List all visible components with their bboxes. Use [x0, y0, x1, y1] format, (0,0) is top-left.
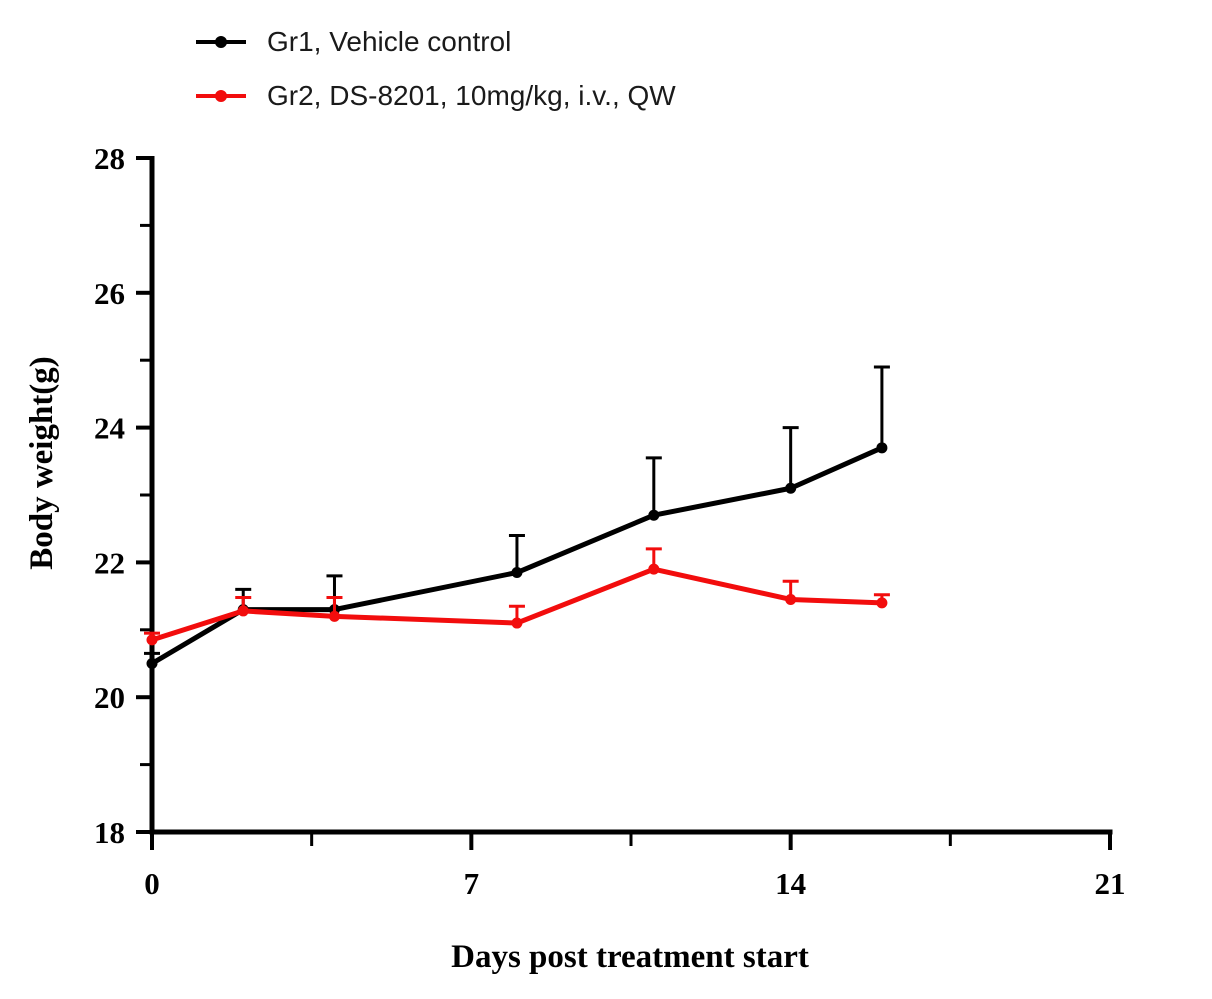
- x-axis-title: Days post treatment start: [451, 939, 809, 975]
- y-tick-label: 26: [94, 276, 125, 311]
- data-point-marker: [648, 563, 660, 575]
- gr2-line-marker-icon: [196, 90, 246, 102]
- legend: Gr1, Vehicle control Gr2, DS-8201, 10mg/…: [195, 24, 676, 132]
- y-tick-label: 20: [94, 680, 125, 715]
- y-axis-title: Body weight(g): [24, 356, 60, 570]
- data-point-marker: [146, 634, 158, 646]
- data-point-marker: [876, 442, 888, 454]
- x-tick-label: 14: [775, 866, 806, 901]
- legend-item-gr2: Gr2, DS-8201, 10mg/kg, i.v., QW: [195, 78, 676, 114]
- y-tick-label: 24: [94, 411, 125, 446]
- data-point-marker: [785, 482, 797, 494]
- data-point-marker: [785, 593, 797, 605]
- gr1-line-marker-icon: [196, 36, 246, 48]
- data-point-marker: [511, 567, 523, 579]
- x-tick-label: 7: [464, 866, 480, 901]
- y-tick-label: 22: [94, 545, 125, 580]
- y-tick-label: 28: [94, 141, 125, 176]
- data-point-marker: [328, 610, 340, 622]
- x-tick-label: 0: [144, 866, 160, 901]
- data-point-marker: [511, 617, 523, 629]
- series-line-2: [149, 566, 885, 643]
- x-tick-label: 21: [1095, 866, 1126, 901]
- data-point-marker: [146, 658, 158, 669]
- data-point-marker: [237, 605, 249, 617]
- data-point-marker: [648, 509, 660, 521]
- y-tick-label: 18: [94, 815, 125, 850]
- legend-label-gr2: Gr2, DS-8201, 10mg/kg, i.v., QW: [267, 80, 676, 111]
- legend-label-gr1: Gr1, Vehicle control: [267, 26, 512, 57]
- data-point-marker: [876, 597, 888, 609]
- legend-item-gr1: Gr1, Vehicle control: [195, 24, 676, 60]
